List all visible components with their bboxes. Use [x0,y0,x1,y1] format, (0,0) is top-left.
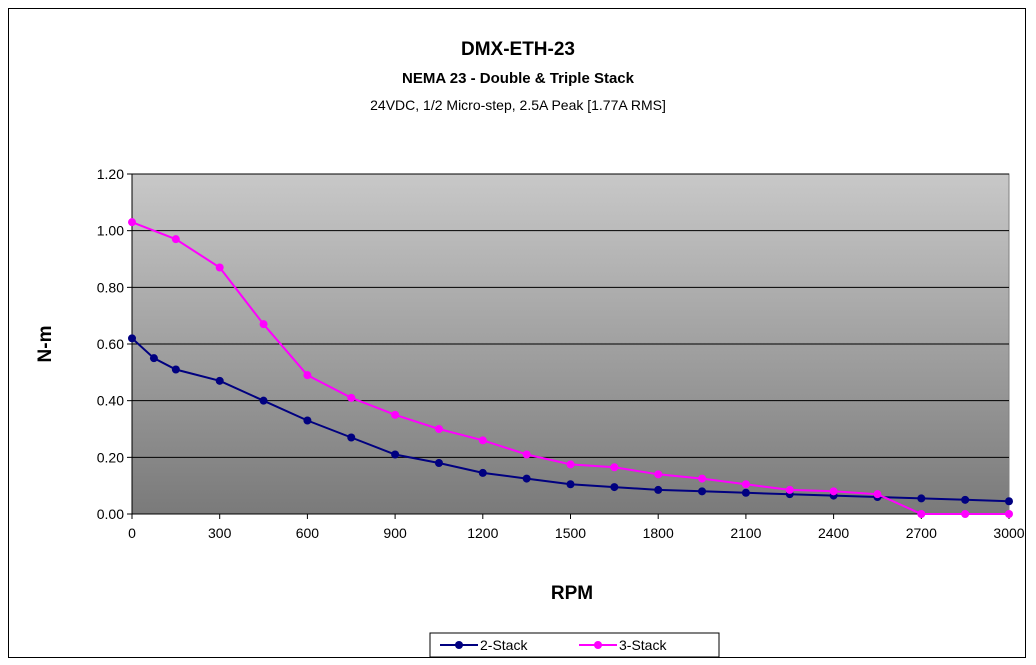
x-axis-ticks: 0 300 600 900 1200 1500 1800 2100 2400 2700 3000 [128,514,1025,541]
y-tick-label: 0.40 [97,393,124,409]
data-point-2-stack [654,485,663,494]
data-point-3-stack [434,425,443,433]
data-point-3-stack [478,436,487,445]
x-tick-label: 1200 [467,525,498,541]
x-tick-label: 900 [383,525,407,541]
y-tick-label: 0.00 [97,506,124,522]
data-point-2-stack [917,494,926,503]
legend-swatch-marker [455,641,463,649]
data-point-2-stack [215,376,224,385]
data-point-3-stack [566,460,575,469]
data-point-2-stack [698,487,707,496]
x-tick-label: 2400 [818,525,849,541]
chart-subtitle-2: 24VDC, 1/2 Micro-step, 2.5A Peak [1.77A … [370,97,666,113]
x-tick-label: 0 [128,525,136,541]
legend-item-2-stack: 2-Stack [440,637,528,653]
legend-label: 3-Stack [619,637,667,653]
y-axis-label: N-m [35,326,56,363]
y-tick-label: 1.20 [97,166,124,182]
data-point-3-stack [391,410,400,419]
series-layer [128,218,1013,518]
data-point-2-stack [259,396,268,405]
data-point-3-stack [873,490,882,499]
x-tick-label: 2700 [906,525,937,541]
chart-title: DMX-ETH-23 [461,39,575,60]
data-point-2-stack [128,334,136,343]
data-point-3-stack [171,235,180,244]
data-point-2-stack [171,365,180,374]
data-point-3-stack [303,371,312,380]
series-3-stack [128,218,1013,518]
data-point-2-stack [741,488,750,497]
data-point-3-stack [1005,510,1013,518]
data-point-3-stack [610,463,619,472]
data-point-2-stack [1005,497,1013,506]
data-point-2-stack [391,450,400,459]
x-tick-label: 3000 [993,525,1024,541]
data-point-2-stack [347,433,356,442]
data-point-3-stack [961,510,970,518]
x-tick-label: 2100 [730,525,761,541]
data-point-3-stack [654,470,663,479]
x-tick-label: 300 [208,525,232,541]
data-point-2-stack [961,495,970,504]
data-point-2-stack [566,480,575,489]
x-tick-label: 1500 [555,525,586,541]
data-point-3-stack [829,487,838,496]
data-point-3-stack [917,510,926,518]
legend-label: 2-Stack [480,637,528,653]
data-point-2-stack [610,483,619,492]
data-point-3-stack [522,450,531,459]
y-tick-label: 0.80 [97,279,124,295]
data-point-2-stack [478,468,487,477]
data-point-2-stack [434,459,443,467]
data-point-2-stack [303,416,312,425]
data-point-3-stack [215,263,224,272]
x-tick-label: 1800 [643,525,674,541]
y-tick-label: 1.00 [97,223,124,239]
chart-subtitle: NEMA 23 - Double & Triple Stack [402,70,635,87]
data-point-2-stack [522,474,531,483]
data-point-2-stack [149,354,158,363]
x-axis-label: RPM [551,583,593,604]
x-tick-label: 600 [296,525,320,541]
data-point-3-stack [741,480,750,489]
data-point-3-stack [347,393,356,402]
y-tick-label: 0.60 [97,336,124,352]
legend: 2-Stack 3-Stack [429,632,720,658]
chart-frame: DMX-ETH-23 NEMA 23 - Double & Triple Sta… [8,8,1026,658]
data-point-3-stack [259,320,268,329]
chart: DMX-ETH-23 NEMA 23 - Double & Triple Sta… [35,39,1025,658]
legend-item-3-stack: 3-Stack [579,637,667,653]
data-point-3-stack [785,485,794,494]
legend-box [429,632,720,658]
series-line-2-stack [131,337,1010,503]
data-point-3-stack [128,218,136,227]
y-tick-label: 0.20 [97,449,124,465]
gridlines [132,173,1009,458]
data-point-3-stack [698,474,707,483]
y-axis-ticks: 0.00 0.20 0.40 0.60 0.80 1.00 1.20 [97,166,132,522]
legend-swatch-marker [594,641,602,649]
